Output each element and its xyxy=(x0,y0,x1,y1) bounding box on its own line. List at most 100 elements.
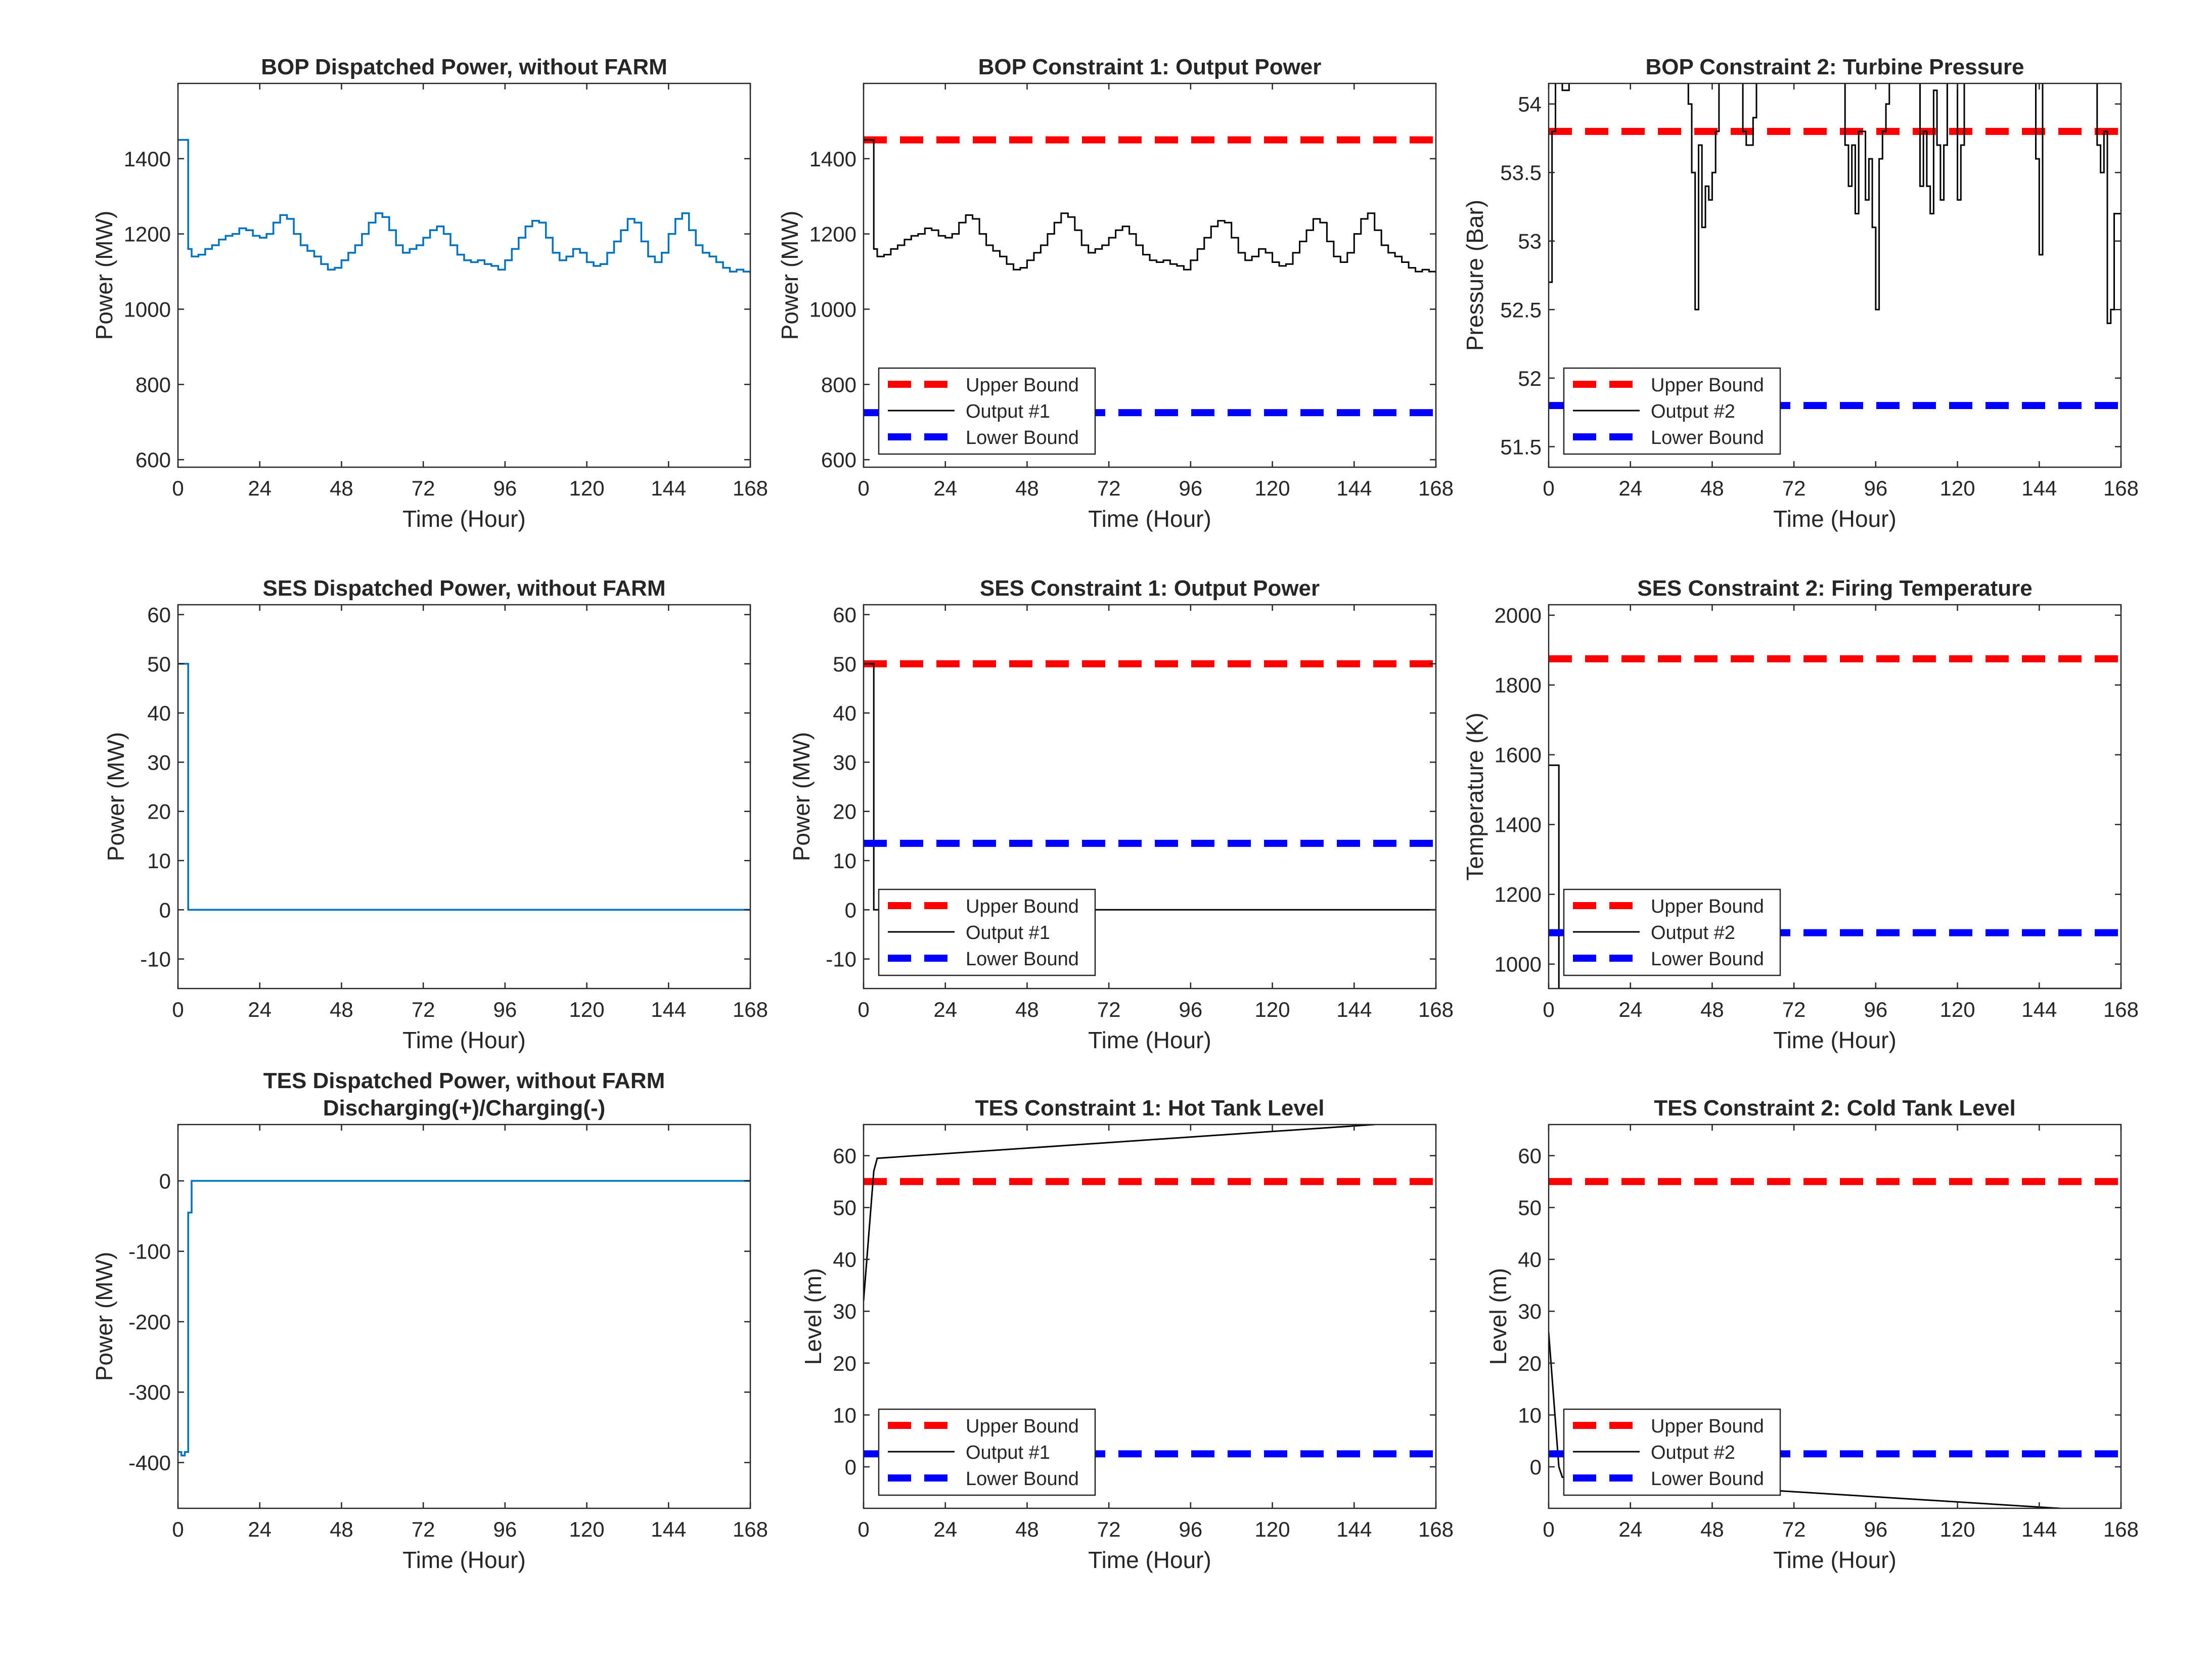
legend: Upper Bound Output #1 Lower Bound xyxy=(878,1408,1096,1496)
x-tick-label: 144 xyxy=(651,1517,686,1541)
y-tick-label: 20 xyxy=(1518,1352,1542,1375)
y-tick-label: 20 xyxy=(833,1352,856,1375)
legend-label: Upper Bound xyxy=(1651,1416,1764,1437)
y-tick-label: 1200 xyxy=(124,222,171,246)
x-tick-label: 168 xyxy=(2103,998,2139,1021)
x-tick-label: 72 xyxy=(412,476,435,500)
y-tick-label: 20 xyxy=(147,800,171,824)
y-tick-label: 52.5 xyxy=(1500,298,1542,322)
y-tick-label: 50 xyxy=(147,652,171,676)
subplot-1: 0 24 48 72 96 120 144 168 600 800 1000 1200 1400 Time… xyxy=(91,55,768,532)
y-tick-label: 10 xyxy=(1518,1403,1542,1427)
y-tick-label: -400 xyxy=(128,1451,171,1474)
y-tick-label: 30 xyxy=(833,1299,856,1323)
axes-box xyxy=(863,82,1437,468)
chart-title: SES Constraint 1: Output Power xyxy=(980,576,1320,601)
subplot-3: 0 24 48 72 96 120 144 168 51.5 52 52.5 53 53.5 54 Time… xyxy=(1462,55,2139,532)
y-tick-label: 30 xyxy=(1518,1299,1542,1323)
x-tick-label: 0 xyxy=(857,1517,869,1541)
x-tick-label: 168 xyxy=(1418,998,1454,1021)
subplot-6: 0 24 48 72 96 120 144 168 1000 1200 1400 1600 1800 20… xyxy=(1462,576,2139,1053)
y-axis-label: Temperature (K) xyxy=(1462,712,1488,880)
y-axis-label: Power (MW) xyxy=(788,732,815,862)
y-axis-label: Level (m) xyxy=(1485,1268,1511,1365)
x-tick-label: 0 xyxy=(857,476,869,500)
y-tick-label: 0 xyxy=(845,898,856,922)
x-tick-label: 96 xyxy=(1179,1517,1202,1541)
y-axis-label: Level (m) xyxy=(800,1268,826,1365)
x-tick-label: 48 xyxy=(1015,1517,1039,1541)
x-tick-label: 120 xyxy=(1940,998,1975,1021)
x-tick-label: 96 xyxy=(1864,1517,1887,1541)
subplot-5: 0 24 48 72 96 120 144 168 -10 0 10 20 30 40 50 60 Time (… xyxy=(788,576,1454,1053)
x-tick-label: 72 xyxy=(1782,476,1806,500)
x-tick-label: 120 xyxy=(569,476,605,500)
x-tick-label: 24 xyxy=(1618,476,1642,500)
chart-title: BOP Dispatched Power, without FARM xyxy=(261,55,667,79)
y-tick-label: -300 xyxy=(128,1380,171,1404)
x-tick-label: 0 xyxy=(172,998,184,1021)
x-tick-label: 24 xyxy=(248,998,272,1021)
legend-label: Output #2 xyxy=(1651,922,1735,944)
x-tick-label: 168 xyxy=(1418,476,1454,500)
chart-title: TES Constraint 2: Cold Tank Level xyxy=(1654,1096,2016,1120)
legend: Upper Bound Output #2 Lower Bound xyxy=(1563,888,1781,976)
x-tick-label: 96 xyxy=(493,1517,517,1541)
y-tick-label: 60 xyxy=(833,603,856,626)
axes-box xyxy=(863,1124,1437,1509)
legend-label: Output #2 xyxy=(1651,1442,1735,1463)
y-tick-label: 60 xyxy=(147,603,171,626)
x-tick-label: 24 xyxy=(933,476,957,500)
chart-title: BOP Constraint 2: Turbine Pressure xyxy=(1646,55,2024,79)
legend-label: Output #1 xyxy=(966,401,1050,422)
y-tick-label: 60 xyxy=(833,1144,856,1168)
subplot-2: 0 24 48 72 96 120 144 168 600 800 1000 1200 1400 Time… xyxy=(777,55,1454,532)
x-tick-label: 168 xyxy=(733,476,768,500)
output-line xyxy=(864,139,1436,274)
y-tick-label: 1800 xyxy=(1495,674,1542,697)
y-tick-label: 1000 xyxy=(124,297,171,321)
x-tick-label: 48 xyxy=(330,1517,353,1541)
y-axis-label: Power (MW) xyxy=(777,211,803,340)
x-tick-label: 24 xyxy=(1618,998,1642,1021)
output-line xyxy=(1549,83,2121,324)
x-tick-label: 0 xyxy=(857,998,869,1021)
plot-area xyxy=(178,1125,750,1508)
x-tick-label: 144 xyxy=(2021,998,2057,1021)
y-tick-label: -100 xyxy=(128,1240,171,1264)
subplot-8: 0 24 48 72 96 120 144 168 0 10 20 30 40 50 60 Time (Hou… xyxy=(800,1096,1454,1573)
x-tick-label: 72 xyxy=(1782,998,1806,1021)
legend: Upper Bound Output #1 Lower Bound xyxy=(878,888,1096,976)
x-axis-label: Time (Hour) xyxy=(1773,506,1897,532)
legend-label: Output #2 xyxy=(1651,401,1735,422)
y-axis-label: Power (MW) xyxy=(91,211,117,340)
y-tick-label: 40 xyxy=(833,1248,856,1272)
x-tick-label: 96 xyxy=(493,476,517,500)
output-line xyxy=(1549,764,2121,989)
legend-label: Lower Bound xyxy=(1651,427,1764,449)
x-tick-label: 168 xyxy=(733,998,768,1021)
y-tick-label: 0 xyxy=(159,898,171,922)
x-tick-label: 24 xyxy=(1618,1517,1642,1541)
x-tick-label: 48 xyxy=(1015,476,1039,500)
chart-title: TES Dispatched Power, without FARM xyxy=(263,1068,665,1093)
x-tick-label: 144 xyxy=(1336,1517,1372,1541)
x-tick-label: 144 xyxy=(1336,476,1372,500)
y-tick-label: 1200 xyxy=(1495,883,1542,907)
legend: Upper Bound Output #2 Lower Bound xyxy=(1563,367,1781,455)
legend-label: Output #1 xyxy=(966,922,1050,944)
x-tick-label: 72 xyxy=(1097,998,1121,1021)
x-tick-label: 168 xyxy=(733,1517,768,1541)
y-tick-label: 50 xyxy=(833,652,856,676)
y-tick-label: 1400 xyxy=(124,147,171,171)
y-tick-label: 600 xyxy=(136,448,171,472)
x-tick-label: 96 xyxy=(493,998,517,1021)
legend: Upper Bound Output #2 Lower Bound xyxy=(1563,1408,1781,1496)
legend-label: Lower Bound xyxy=(966,427,1079,449)
x-axis-label: Time (Hour) xyxy=(1088,1547,1211,1573)
x-tick-label: 120 xyxy=(1255,1517,1290,1541)
x-tick-label: 144 xyxy=(2021,476,2057,500)
plot-area xyxy=(178,605,750,989)
x-tick-label: 0 xyxy=(172,1517,184,1541)
